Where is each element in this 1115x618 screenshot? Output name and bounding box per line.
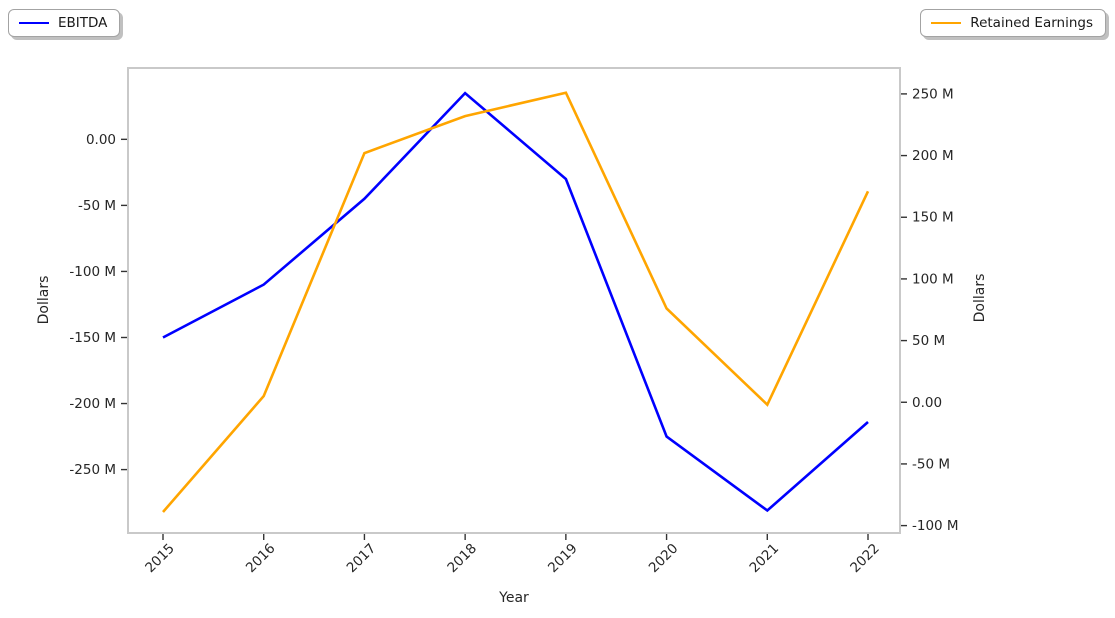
x-tick-label: 2015 <box>142 541 178 577</box>
right-y-tick-label: 200 M <box>912 148 954 164</box>
x-tick-label: 2021 <box>747 541 783 577</box>
legend-ebitda: EBITDA <box>8 9 121 37</box>
right-y-tick-label: 100 M <box>912 271 954 287</box>
ebitda-line-swatch <box>19 22 49 24</box>
legend-retained-earnings-label: Retained Earnings <box>970 15 1093 31</box>
x-tick-label: 2019 <box>545 541 581 577</box>
legend-retained-earnings: Retained Earnings <box>920 9 1106 37</box>
right-y-tick-label: 50 M <box>912 333 945 349</box>
retained-earnings-line-swatch <box>931 22 962 24</box>
right-y-tick-label: 0.00 <box>912 395 942 411</box>
x-tick-label: 2016 <box>243 541 279 577</box>
lines-layer <box>162 91 870 513</box>
right-y-tick-label: -50 M <box>912 456 950 472</box>
x-axis-title: Year <box>498 590 529 606</box>
right-y-axis-title: Dollars <box>972 274 988 323</box>
left-y-tick-label: -100 M <box>69 264 116 280</box>
left-y-tick-label: -200 M <box>69 396 116 412</box>
left-y-tick-label: -250 M <box>69 462 116 478</box>
x-tick-label: 2018 <box>444 541 480 577</box>
right-y-tick-label: 150 M <box>912 210 954 226</box>
ticks-layer: 2015 2016 2017 2018 2019 2020 2021 2022 0.00 -50 … <box>69 86 958 576</box>
right-y-tick-label: -100 M <box>912 518 959 534</box>
left-y-tick-label: -50 M <box>78 198 116 214</box>
legend-ebitda-label: EBITDA <box>58 15 108 31</box>
x-tick-label: 2022 <box>847 541 883 577</box>
right-y-tick-label: 250 M <box>912 86 954 102</box>
left-y-tick-label: -150 M <box>69 330 116 346</box>
left-y-axis-title: Dollars <box>36 276 52 325</box>
x-tick-label: 2020 <box>646 541 682 577</box>
left-y-tick-label: 0.00 <box>86 132 116 148</box>
plot-border <box>127 67 901 534</box>
retained-earnings-line <box>162 91 870 513</box>
x-tick-label: 2017 <box>344 541 380 577</box>
ebitda-line <box>162 91 869 513</box>
